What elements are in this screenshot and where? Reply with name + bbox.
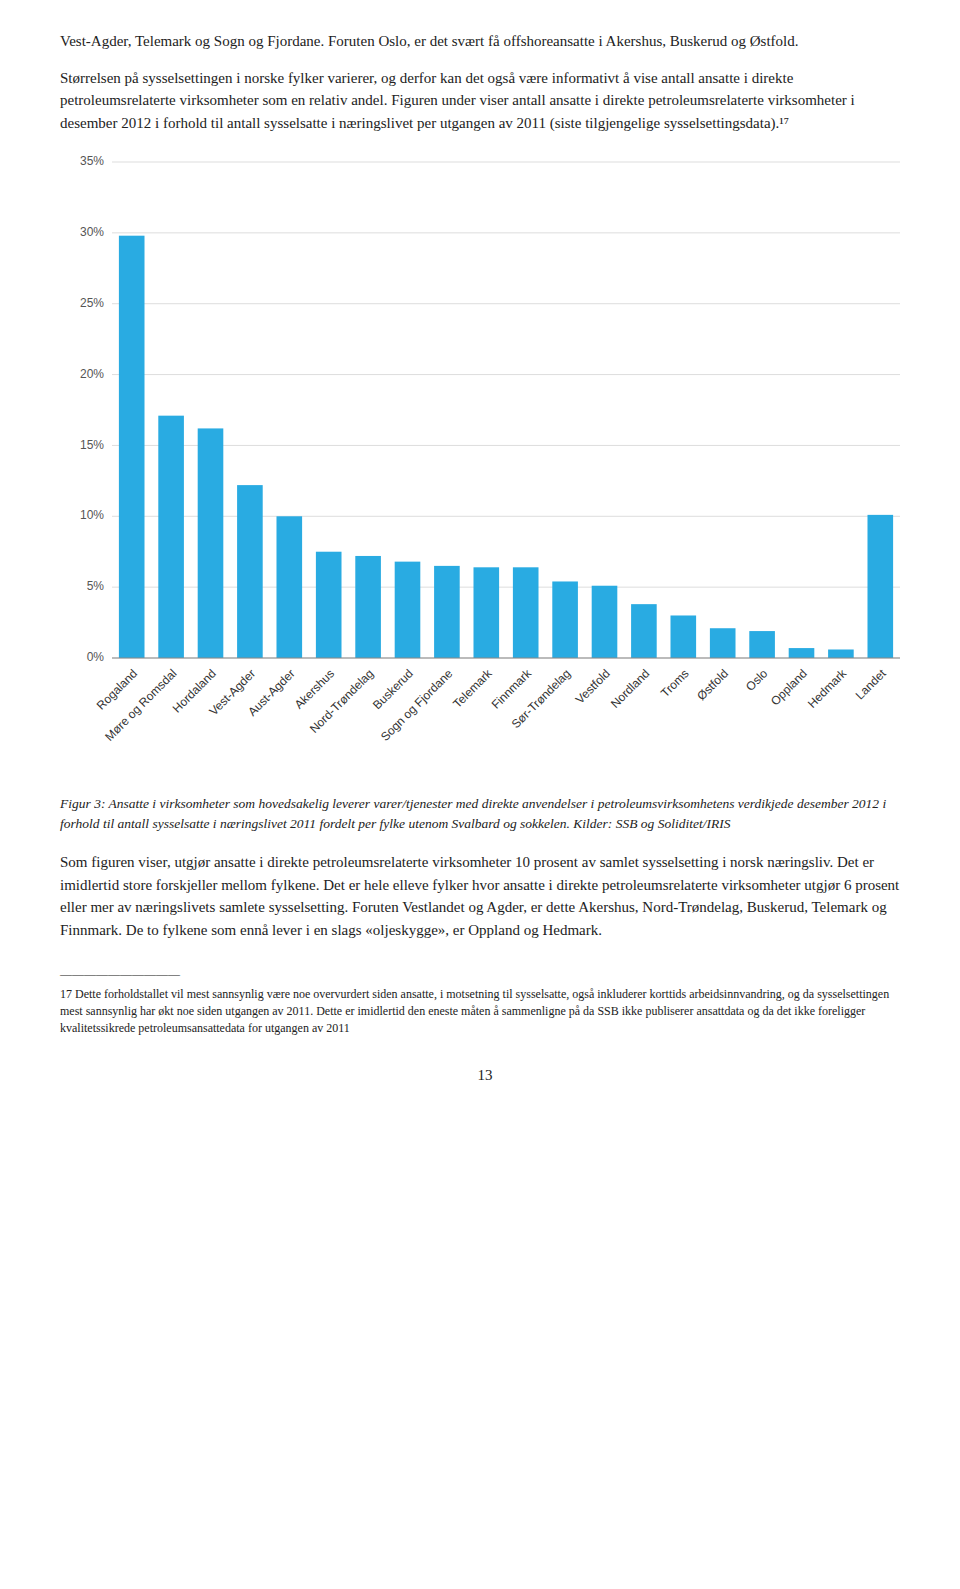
caption: Figur 3: Ansatte i virksomheter som hove…: [60, 794, 910, 833]
x-tick-label: Aust-Agder: [245, 666, 297, 718]
page-number: 13: [60, 1067, 910, 1084]
x-tick-label: Landet: [853, 666, 889, 702]
x-tick-label: Vestfold: [573, 666, 613, 706]
bars: [119, 236, 893, 658]
body-text: Størrelsen på sysselsettingen i norske f…: [60, 67, 910, 135]
bar: [513, 567, 539, 658]
page: Vest-Agder, Telemark og Sogn og Fjordane…: [0, 0, 960, 1119]
y-tick-label: 5%: [87, 579, 105, 593]
bar: [592, 586, 618, 658]
bar: [552, 581, 578, 658]
x-tick-label: Oslo: [743, 666, 771, 694]
bar: [198, 428, 224, 658]
y-tick-label: 10%: [80, 508, 104, 522]
bar: [749, 631, 775, 658]
bar: [867, 515, 893, 658]
footnote: 17 Dette forholdstallet vil mest sannsyn…: [60, 986, 910, 1036]
bar: [631, 604, 657, 658]
footnote-rule: ——————————: [60, 967, 910, 982]
x-tick-label: Sogn og Fjordane: [378, 666, 456, 744]
grid: [112, 162, 900, 658]
bar: [395, 562, 421, 658]
x-tick-label: Møre og Romsdal: [102, 666, 179, 743]
y-tick-label: 25%: [80, 296, 104, 310]
y-tick-label: 30%: [80, 225, 104, 239]
bar: [473, 567, 499, 658]
grid-line: [112, 303, 900, 304]
grid-line: [112, 445, 900, 446]
bar: [710, 628, 736, 658]
x-tick-label: Nord-Trøndelag: [307, 666, 376, 735]
x-axis-line: [112, 658, 900, 659]
bar: [119, 236, 145, 658]
x-tick-label: Nordland: [608, 666, 652, 710]
y-tick-label: 35%: [80, 154, 104, 168]
bar: [828, 649, 854, 658]
bar: [316, 552, 342, 658]
body-text: Vest-Agder, Telemark og Sogn og Fjordane…: [60, 30, 910, 53]
y-tick-label: 15%: [80, 438, 104, 452]
x-tick-label: Sør-Trøndelag: [509, 666, 574, 731]
bar: [789, 648, 815, 658]
bar: [276, 516, 302, 658]
grid-line: [112, 587, 900, 588]
bar: [237, 485, 263, 658]
x-tick-label: Oppland: [768, 666, 810, 708]
grid-line: [112, 162, 900, 163]
x-tick-label: Troms: [658, 666, 692, 700]
y-tick-label: 0%: [87, 650, 105, 664]
grid-line: [112, 658, 900, 659]
bar-chart: 0%5%10%15%20%25%30%35%RogalandMøre og Ro…: [60, 148, 910, 788]
y-tick-label: 20%: [80, 367, 104, 381]
bar: [158, 416, 184, 658]
body-text: Som figuren viser, utgjør ansatte i dire…: [60, 851, 910, 941]
bar: [670, 615, 696, 658]
x-tick-label: Hedmark: [805, 666, 850, 711]
bar: [434, 566, 460, 658]
x-tick-label: Østfold: [694, 666, 731, 703]
grid-line: [112, 516, 900, 517]
grid-line: [112, 374, 900, 375]
x-tick-label: Telemark: [450, 666, 495, 711]
bar: [355, 556, 381, 658]
grid-line: [112, 232, 900, 233]
